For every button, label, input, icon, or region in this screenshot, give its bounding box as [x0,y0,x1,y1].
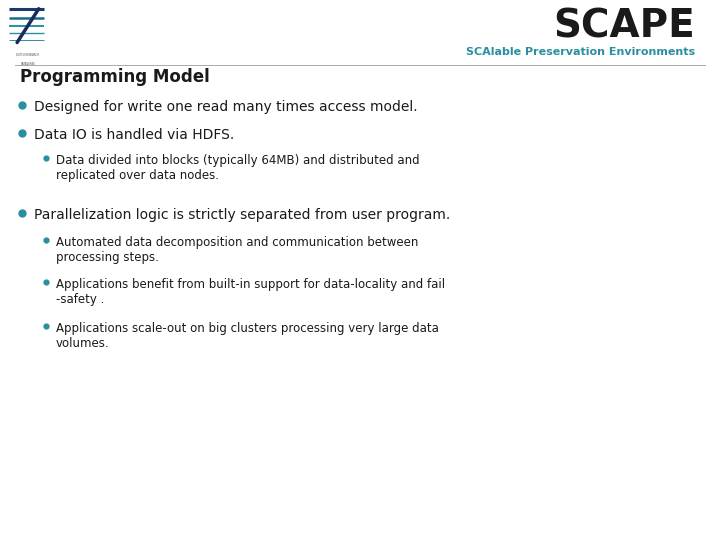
Text: Applications scale-out on big clusters processing very large data
volumes.: Applications scale-out on big clusters p… [56,322,439,350]
Text: Programming Model: Programming Model [20,68,210,86]
Text: SCAPE: SCAPE [553,8,695,46]
Text: Parallelization logic is strictly separated from user program.: Parallelization logic is strictly separa… [34,208,450,222]
Text: Applications benefit from built-in support for data-locality and fail
-safety .: Applications benefit from built-in suppo… [56,278,445,306]
Text: DUTCH RESEARCH: DUTCH RESEARCH [17,53,40,57]
Text: SCAlable Preservation Environments: SCAlable Preservation Environments [466,47,695,57]
Text: Automated data decomposition and communication between
processing steps.: Automated data decomposition and communi… [56,236,418,264]
Text: Designed for write one read many times access model.: Designed for write one read many times a… [34,100,418,114]
Text: DATAVERSE: DATAVERSE [20,62,35,66]
Text: Data IO is handled via HDFS.: Data IO is handled via HDFS. [34,128,234,142]
Text: Data divided into blocks (typically 64MB) and distributed and
replicated over da: Data divided into blocks (typically 64MB… [56,154,420,182]
